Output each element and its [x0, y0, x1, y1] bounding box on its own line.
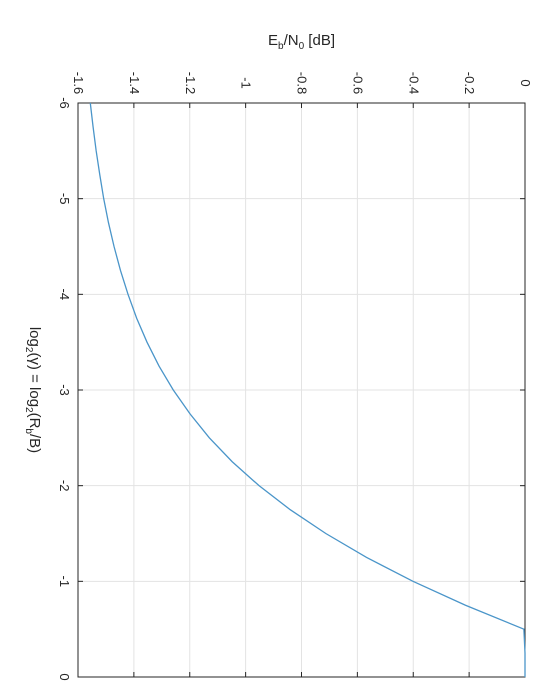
x-tick-label: 0	[57, 673, 72, 680]
y-axis-label: Eb/N0 [dB]	[268, 32, 335, 52]
y-tick-label: -0.6	[350, 72, 365, 94]
y-tick-label: -1.4	[127, 72, 142, 94]
x-tick-label: -1	[57, 576, 72, 588]
x-tick-label: -5	[57, 193, 72, 205]
y-tick-label: -0.2	[462, 72, 477, 94]
y-tick-label: -1.6	[71, 72, 86, 94]
tick-labels: -6 -5 -4 -3 -2 -1 0 -1.6 -1.4 -1.2 -1 -0.8 -0.6 -0.4 -…	[57, 72, 533, 681]
y-tick-label: 0	[518, 79, 533, 86]
series-line	[89, 102, 526, 677]
x-tick-label: -6	[57, 97, 72, 109]
x-axis-label: log2(γ) = log2(Rb/B)	[23, 327, 43, 453]
x-tick-label: -3	[57, 384, 72, 396]
x-tick-label: -2	[57, 480, 72, 492]
ticks	[77, 102, 526, 678]
grid	[77, 102, 526, 678]
y-tick-label: -0.4	[406, 72, 421, 94]
y-tick-label: -1.2	[183, 72, 198, 94]
x-tick-label: -4	[57, 289, 72, 301]
y-tick-label: -0.8	[295, 72, 310, 94]
series-layer	[89, 102, 526, 677]
y-tick-label: -1	[239, 77, 254, 89]
